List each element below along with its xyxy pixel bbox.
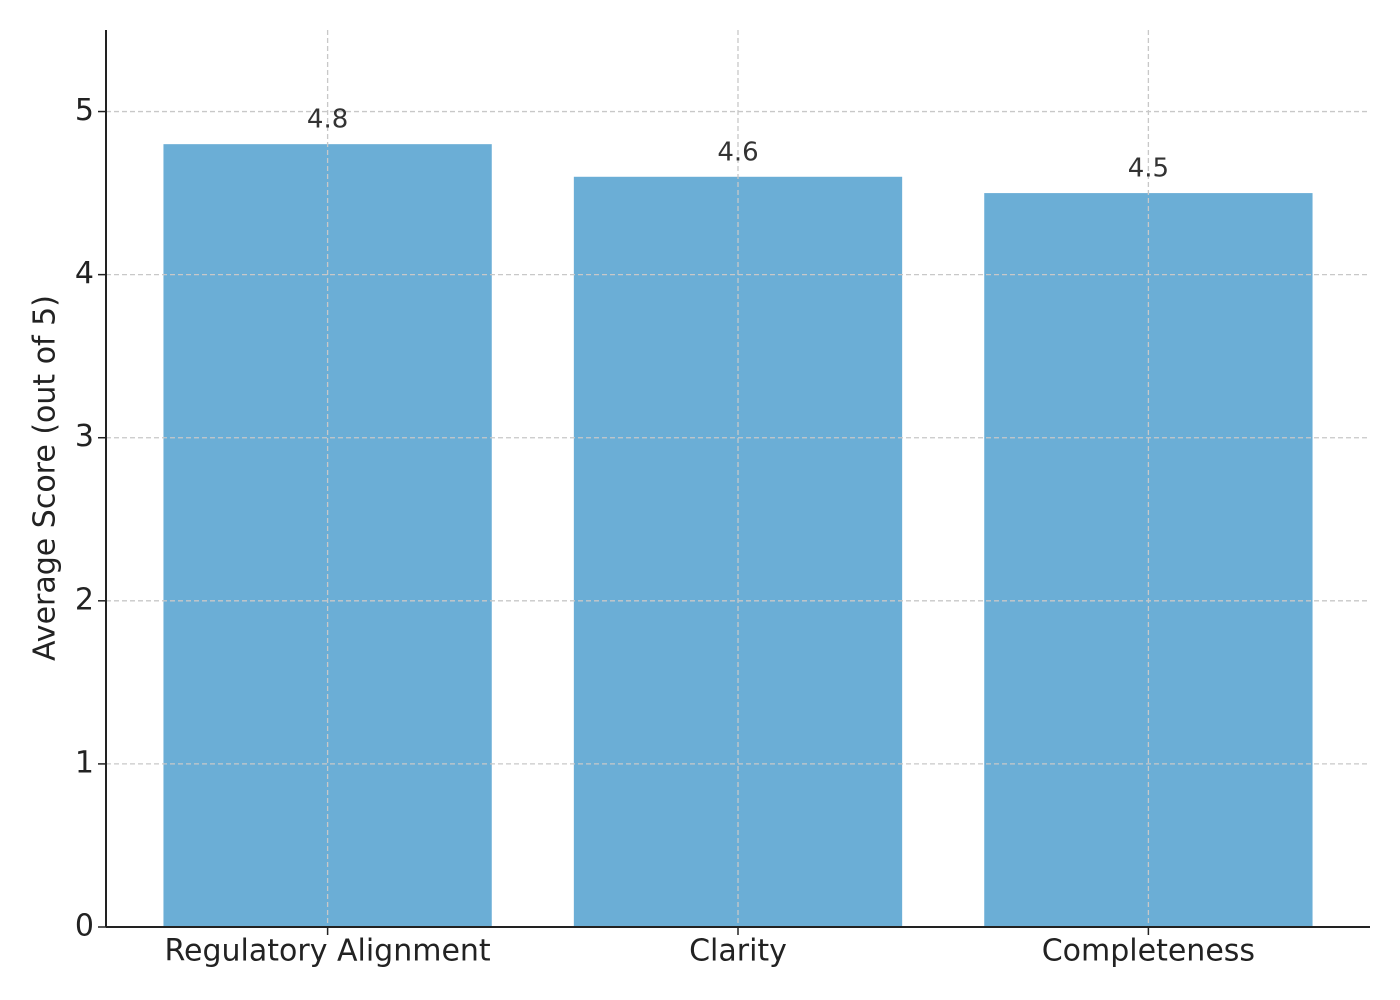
value-label: 4.8 [307, 105, 348, 135]
x-tick-label: Regulatory Alignment [165, 934, 491, 969]
value-label: 4.5 [1128, 154, 1169, 184]
y-tick-label: 1 [75, 745, 94, 780]
y-tick-label: 3 [75, 419, 94, 454]
value-label: 4.6 [717, 137, 758, 167]
y-axis-title: Average Score (out of 5) [28, 295, 63, 661]
y-tick-label: 2 [75, 582, 94, 617]
y-tick-label: 0 [75, 909, 94, 944]
x-tick-label: Completeness [1042, 934, 1255, 969]
y-tick-label: 5 [75, 93, 94, 128]
y-tick-label: 4 [75, 256, 94, 291]
x-tick-label: Clarity [689, 934, 787, 969]
